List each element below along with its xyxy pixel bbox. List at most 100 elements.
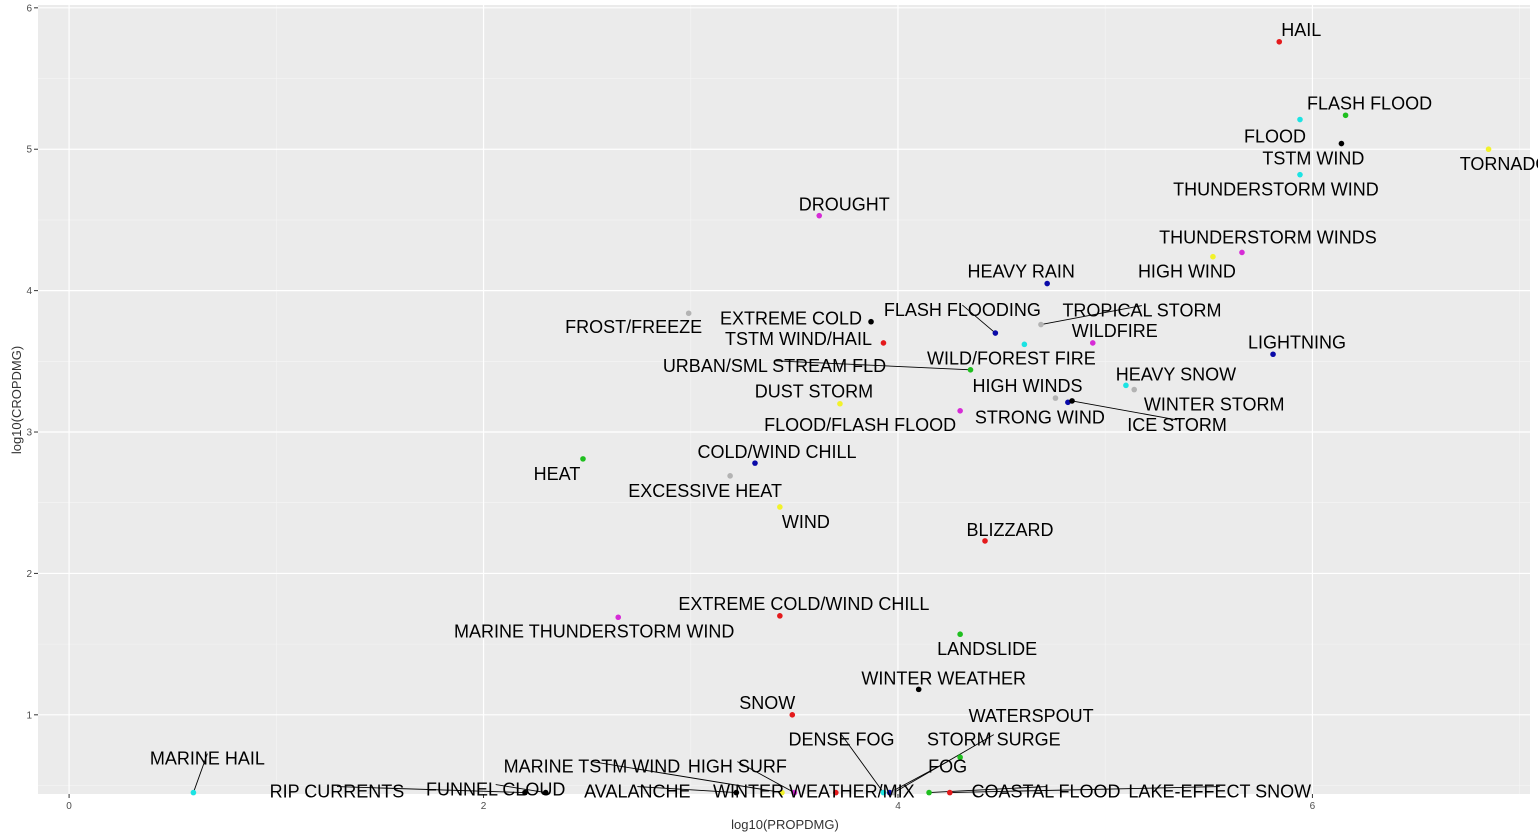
point-winter-weather xyxy=(915,686,922,693)
label-fog: FOG xyxy=(928,757,967,777)
label-excessive-heat: EXCESSIVE HEAT xyxy=(628,481,782,501)
label-dust-storm: DUST STORM xyxy=(755,382,873,402)
label-landslide: LANDSLIDE xyxy=(937,639,1037,659)
point-wildfire xyxy=(1089,340,1096,346)
leader-avalanche xyxy=(637,786,737,794)
point-tornado xyxy=(1485,146,1492,153)
label-lightning: LIGHTNING xyxy=(1248,332,1346,352)
point-tstm-wind xyxy=(1338,140,1345,147)
point-hail xyxy=(1276,38,1283,45)
label-blizzard: BLIZZARD xyxy=(966,520,1053,540)
point-heat xyxy=(580,456,586,462)
point-tstm-wind-hail xyxy=(880,340,887,346)
label-tstm-wind: TSTM WIND xyxy=(1262,149,1364,169)
leader-tropical-storm xyxy=(1040,305,1143,326)
label-winter-weather-mix: WINTER WEATHER/MIX xyxy=(713,782,915,802)
point-excessive-heat xyxy=(727,473,733,479)
x-axis: 0 2 4 6 xyxy=(66,794,1316,812)
y-tick-label: 6 xyxy=(26,3,32,14)
point-wind xyxy=(777,504,783,510)
point-extreme-cold xyxy=(868,318,874,325)
point-winter-storm xyxy=(1131,386,1138,393)
point-marine-tstm-wind xyxy=(779,789,785,796)
point-extreme-cold-wind-chill xyxy=(777,613,783,619)
point-flood-flash-flood xyxy=(957,408,963,414)
point-heavy-rain xyxy=(1044,280,1050,287)
label-storm-surge: STORM SURGE xyxy=(927,730,1061,750)
label-marine-thunderstorm-wind: MARINE THUNDERSTORM WIND xyxy=(454,621,734,641)
point-waterspout xyxy=(957,754,963,761)
point-tropical-storm xyxy=(1038,321,1044,328)
label-wind: WIND xyxy=(782,512,830,532)
x-axis-title: log10(PROPDMG) xyxy=(731,817,839,832)
label-cold-wind-chill: COLD/WIND CHILL xyxy=(697,442,856,462)
point-heavy-snow xyxy=(1123,382,1129,389)
label-heavy-snow: HEAVY SNOW xyxy=(1116,364,1236,384)
point-dust-storm xyxy=(837,400,843,407)
label-wildfire: WILDFIRE xyxy=(1072,321,1158,341)
leader-funnel-cloud xyxy=(495,784,546,794)
leader-urban-sml-stream-fld xyxy=(774,360,971,371)
y-tick-label: 3 xyxy=(26,428,32,439)
point-lightning xyxy=(1270,351,1276,358)
label-thunderstorm-winds: THUNDERSTORM WINDS xyxy=(1159,227,1377,247)
point-thunderstorm-winds xyxy=(1239,249,1245,256)
label-thunderstorm-wind: THUNDERSTORM WIND xyxy=(1173,180,1379,200)
label-wild-forest-fire: WILD/FOREST FIRE xyxy=(927,348,1096,368)
label-waterspout: WATERSPOUT xyxy=(969,706,1094,726)
point-ice-storm xyxy=(1069,398,1075,404)
leader-ice-storm xyxy=(1071,400,1178,421)
label-heat: HEAT xyxy=(534,464,581,484)
point-cold-wind-chill xyxy=(752,460,758,466)
point-urban-sml-stream-fld xyxy=(967,367,974,373)
label-marine-tstm-wind: MARINE TSTM WIND xyxy=(504,757,681,777)
label-extreme-cold: EXTREME COLD xyxy=(720,309,862,329)
label-winter-storm: WINTER STORM xyxy=(1144,395,1285,415)
label-high-winds: HIGH WINDS xyxy=(972,376,1082,396)
point-storm-surge xyxy=(891,789,897,796)
leader-marine-tstm-wind xyxy=(591,761,783,794)
label-hail: HAIL xyxy=(1281,20,1321,40)
leader-high-surf xyxy=(737,761,795,793)
label-coastal-flood: COASTAL FLOOD xyxy=(972,782,1121,802)
point-flash-flood xyxy=(1342,112,1349,119)
point-marine-thunderstorm-wind xyxy=(615,614,622,621)
label-tropical-storm: TROPICAL STORM xyxy=(1062,301,1221,321)
point-frost-freeze xyxy=(685,310,692,317)
leader-dense-fog xyxy=(841,734,884,793)
x-tick-label: 4 xyxy=(895,801,901,812)
label-strong-wind: STRONG WIND xyxy=(975,407,1105,427)
label-frost-freeze: FROST/FREEZE xyxy=(565,317,702,337)
point-flood xyxy=(1297,116,1303,123)
label-flash-flooding: FLASH FLOODING xyxy=(884,300,1041,320)
y-tick-label: 4 xyxy=(26,286,32,297)
point-dense-fog xyxy=(880,789,887,796)
leader-lake-effect-snow xyxy=(949,786,1220,794)
label-avalanche: AVALANCHE xyxy=(584,782,690,802)
point-high-winds xyxy=(1052,395,1059,401)
y-tick-label: 1 xyxy=(26,710,32,721)
label-tornado: TORNADO xyxy=(1460,154,1538,174)
x-tick-label: 6 xyxy=(1310,801,1316,812)
minor-gridlines xyxy=(38,5,1530,794)
point-high-wind xyxy=(1210,253,1216,260)
point-landslide xyxy=(957,631,963,638)
point-funnel-cloud xyxy=(542,789,549,796)
point-flash-flooding xyxy=(992,330,999,336)
major-gridlines xyxy=(38,5,1530,794)
x-tick-label: 0 xyxy=(66,801,72,812)
y-axis: 1 2 3 4 5 6 xyxy=(26,3,38,721)
point-wild-forest-fire xyxy=(1021,341,1028,348)
label-high-surf: HIGH SURF xyxy=(688,757,787,777)
point-thunderstorm-wind xyxy=(1297,171,1303,178)
x-tick-label: 2 xyxy=(481,801,487,812)
point-winter-weather-mix xyxy=(833,789,839,796)
leader-rip-currents xyxy=(336,786,525,794)
label-marine-hail: MARINE HAIL xyxy=(150,749,265,769)
plot-background xyxy=(38,5,1530,794)
leader-marine-hail xyxy=(192,753,208,793)
label-dense-fog: DENSE FOG xyxy=(788,730,894,750)
label-flood-flash-flood: FLOOD/FLASH FLOOD xyxy=(764,415,956,435)
point-snow xyxy=(789,712,796,718)
